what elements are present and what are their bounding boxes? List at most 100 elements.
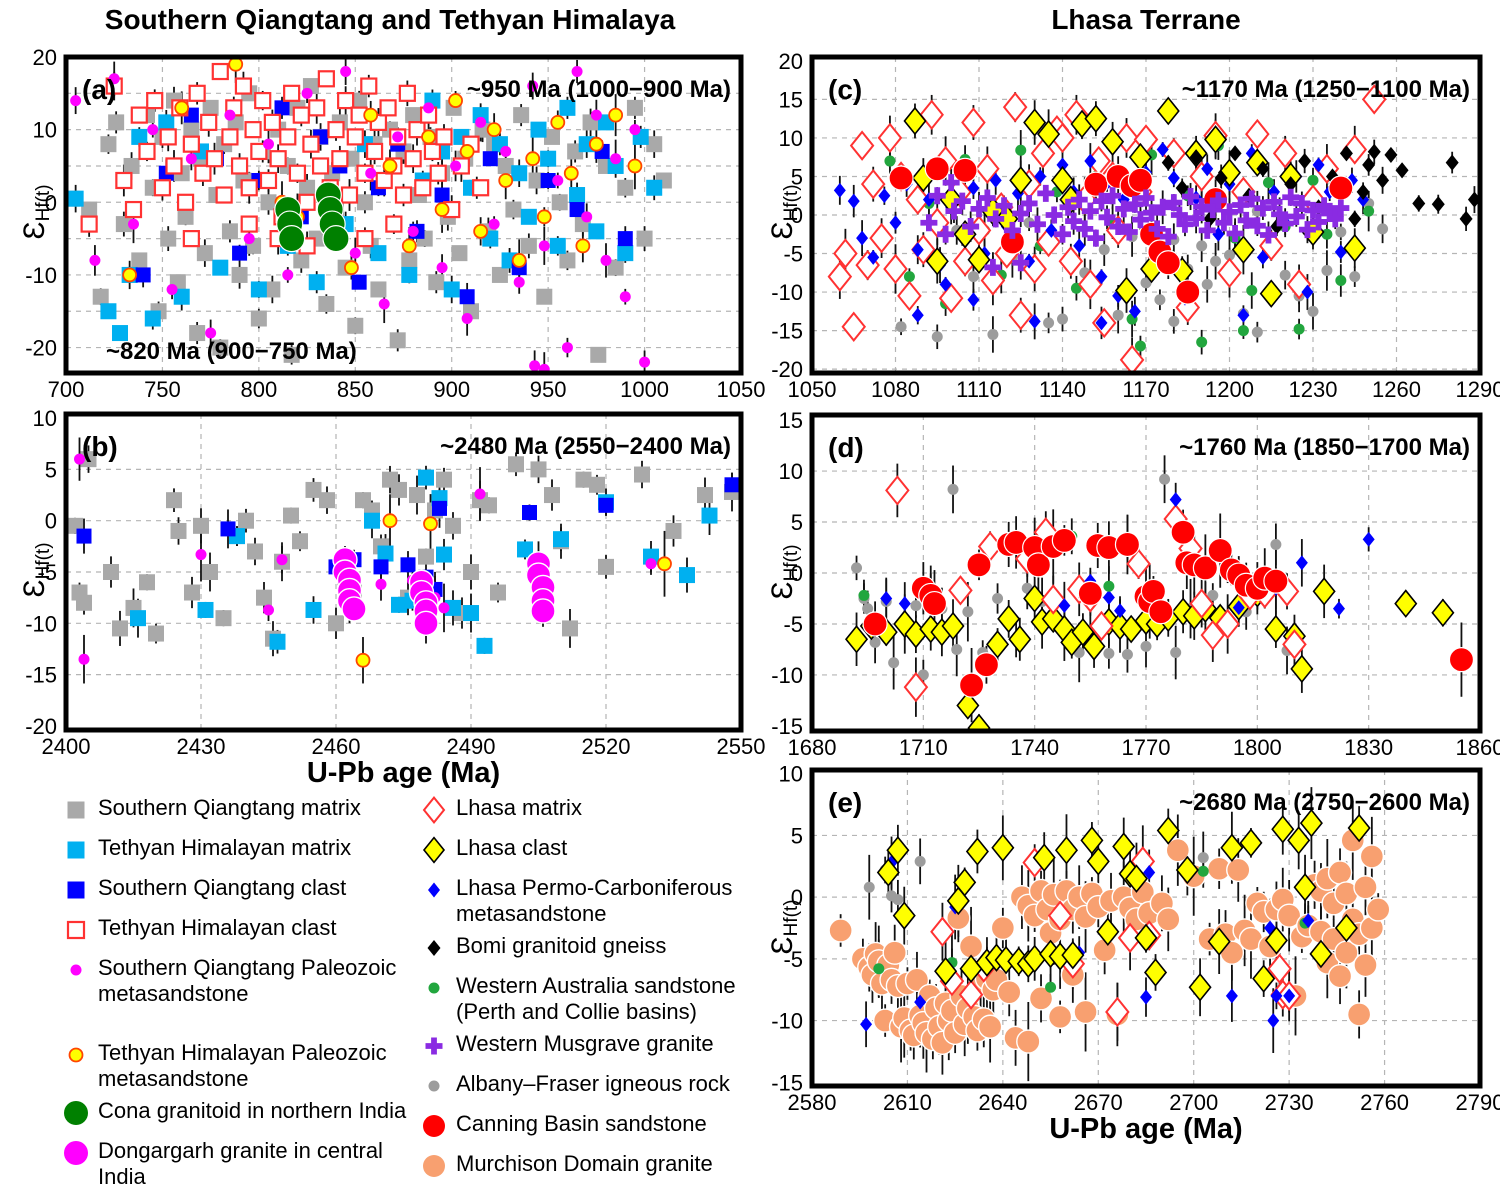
panel-letter: (e) <box>828 787 862 818</box>
y-tick-label: 5 <box>791 823 803 848</box>
plot-border <box>809 767 1483 1089</box>
y-tick-label: 20 <box>33 45 57 70</box>
tethyan-himalayan-clast-marker-icon <box>62 916 98 949</box>
y-tick-label: -10 <box>771 663 803 688</box>
data-layer <box>66 57 672 373</box>
x-tick-label: 2760 <box>1360 1090 1409 1115</box>
y-tick-label: -20 <box>25 714 57 739</box>
x-tick-label: 1710 <box>899 735 948 760</box>
x-tick-label: 1290 <box>1456 377 1500 402</box>
legend-item: Southern Qiangtang Paleozoic metasandston… <box>62 955 420 1007</box>
legend-item: Bomi granitoid gneiss <box>420 933 760 967</box>
x-axis-title-left: U-Pb age (Ma) <box>306 757 501 789</box>
legend-item-label: Cona granitoid in northern India <box>98 1098 407 1123</box>
series-tethyan-himalayan-paleozoic-metasandstone <box>355 513 672 668</box>
legend-column-0: Southern Qiangtang matrix Tethyan Himalay… <box>62 792 420 1193</box>
y-tick-label: 0 <box>45 509 57 534</box>
legend-item: Tethyan Himalayan clast <box>62 915 420 949</box>
legend-item: Tethyan Himalayan matrix <box>62 835 420 869</box>
legend-item-label: Dongargarh granite in central India <box>98 1138 383 1189</box>
series-lhasa-clast <box>876 808 1371 1002</box>
y-tick-label: -20 <box>771 357 803 382</box>
y-tick-label: 0 <box>791 203 803 228</box>
x-tick-label: 1170 <box>1122 377 1169 402</box>
y-tick-label: 0 <box>45 190 57 215</box>
legend-item-label: Bomi granitoid gneiss <box>456 933 667 958</box>
plot-b: 2400 2430 2460 2490 2520 2550 10 5 0 -5 -10 -15 -20 (… <box>25 406 766 759</box>
y-tick-label: 0 <box>791 561 803 586</box>
series-southern-qiangtang-matrix <box>67 451 740 647</box>
legend-item-label: Tethyan Himalayan clast <box>98 915 337 940</box>
western-australia-sandstone-marker-icon <box>420 974 456 1007</box>
legend-item: Cona granitoid in northern India <box>62 1098 420 1132</box>
lhasa-clast-marker-icon <box>420 836 456 869</box>
x-tick-label: 1050 <box>788 377 837 402</box>
data-layer <box>827 84 1480 373</box>
legend-item-label: Lhasa Permo-Carboniferous metasandstone <box>456 875 733 926</box>
series-tethyan-himalayan-paleozoic-metasandstone <box>122 57 643 283</box>
panel-b: 2400 2430 2460 2490 2520 2550 10 5 0 -5 -10 -15 -20 (… <box>0 402 770 759</box>
panel-d: 1680 1710 1740 1770 1800 1830 1860 15 10 5 0 -5 -10 -… <box>750 403 1500 760</box>
x-tick-label: 2640 <box>978 1090 1027 1115</box>
y-tick-label: 10 <box>33 118 57 143</box>
y-tick-label: 10 <box>779 459 803 484</box>
panel-letter: (c) <box>828 74 862 105</box>
legend-item-label: Tethyan Himalayan Paleozoic metasandstone <box>98 1040 387 1091</box>
x-tick-label: 1770 <box>1122 735 1171 760</box>
southern-qiangtang-paleozoic-marker-icon <box>62 956 98 989</box>
legend-item: Lhasa clast <box>420 835 760 869</box>
lhasa-matrix-marker-icon <box>420 796 456 829</box>
x-tick-label: 1830 <box>1344 735 1393 760</box>
albany-fraser-igneous-rock-marker-icon <box>420 1072 456 1105</box>
legend-item-label: Southern Qiangtang clast <box>98 875 347 900</box>
panel-letter: (a) <box>82 74 116 105</box>
panel-a: 700 750 800 850 900 950 1000 1050 20 10 0 -10 -20 (a)… <box>0 45 770 402</box>
x-tick-label: 1080 <box>871 377 920 402</box>
legend-item-label: Lhasa clast <box>456 835 568 860</box>
x-tick-label: 2550 <box>717 734 766 759</box>
y-tick-label: -5 <box>783 947 803 972</box>
x-tick-label: 2610 <box>883 1090 932 1115</box>
data-layer <box>67 437 740 684</box>
plot-border <box>809 54 1483 376</box>
error-bars <box>838 86 1376 373</box>
panel-e: 2580 2610 2640 2670 2700 2730 2760 2790 10 5 0 -5 -1… <box>750 758 1500 1118</box>
y-tick-label: -10 <box>771 1009 803 1034</box>
y-tick-label: 5 <box>45 457 57 482</box>
y-tick-label: -5 <box>783 612 803 637</box>
x-axis-title-right: U-Pb age (Ma) <box>1049 1113 1243 1145</box>
legend-item: Albany–Fraser igneous rock <box>420 1071 760 1105</box>
y-axis-label-a: Ɛ Hf(t) <box>18 184 54 240</box>
series-bomi-granitoid-gneiss <box>1161 143 1480 235</box>
x-tick-label: 2490 <box>447 734 496 759</box>
bomi-granitoid-gneiss-marker-icon <box>420 934 456 967</box>
y-tick-label: 0 <box>791 885 803 910</box>
tethyan-himalayan-paleozoic-marker-icon <box>62 1041 98 1074</box>
legend-item: Lhasa matrix <box>420 795 760 829</box>
x-tick-label: 850 <box>337 377 374 402</box>
cona-granitoid-in-northern-india-marker-icon <box>62 1099 98 1132</box>
x-tick-label: 1800 <box>1233 735 1282 760</box>
panel-letter: (d) <box>828 432 864 463</box>
y-tick-label: 5 <box>791 510 803 535</box>
data-layer <box>845 455 1475 731</box>
x-tick-label: 2520 <box>582 734 631 759</box>
panel-annotation: ~1170 Ma (1250−1100 Ma) <box>1182 76 1470 103</box>
y-tick-label: 10 <box>779 762 803 787</box>
panel-annotation: ~2680 Ma (2750−2600 Ma) <box>1179 789 1470 816</box>
plot-border <box>63 411 744 733</box>
x-tick-label: 1740 <box>1010 735 1059 760</box>
y-tick-label: -5 <box>783 242 803 267</box>
plot-e: 2580 2610 2640 2670 2700 2730 2760 2790 10 5 0 -5 -1… <box>771 762 1500 1115</box>
x-tick-label: 2700 <box>1169 1090 1218 1115</box>
y-axis-label-d: Ɛ Hf(t) <box>766 544 802 600</box>
y-tick-label: -10 <box>25 611 57 636</box>
panel-letter: (b) <box>82 431 118 462</box>
x-tick-label: 2730 <box>1265 1090 1314 1115</box>
error-bars <box>74 445 733 657</box>
data-layer <box>828 787 1391 1082</box>
y-tick-label: -15 <box>771 319 803 344</box>
legend-item-label: Tethyan Himalayan matrix <box>98 835 352 860</box>
plot-d: 1680 1710 1740 1770 1800 1830 1860 15 10 5 0 -5 -10 -… <box>771 408 1500 760</box>
x-tick-label: 2580 <box>788 1090 837 1115</box>
